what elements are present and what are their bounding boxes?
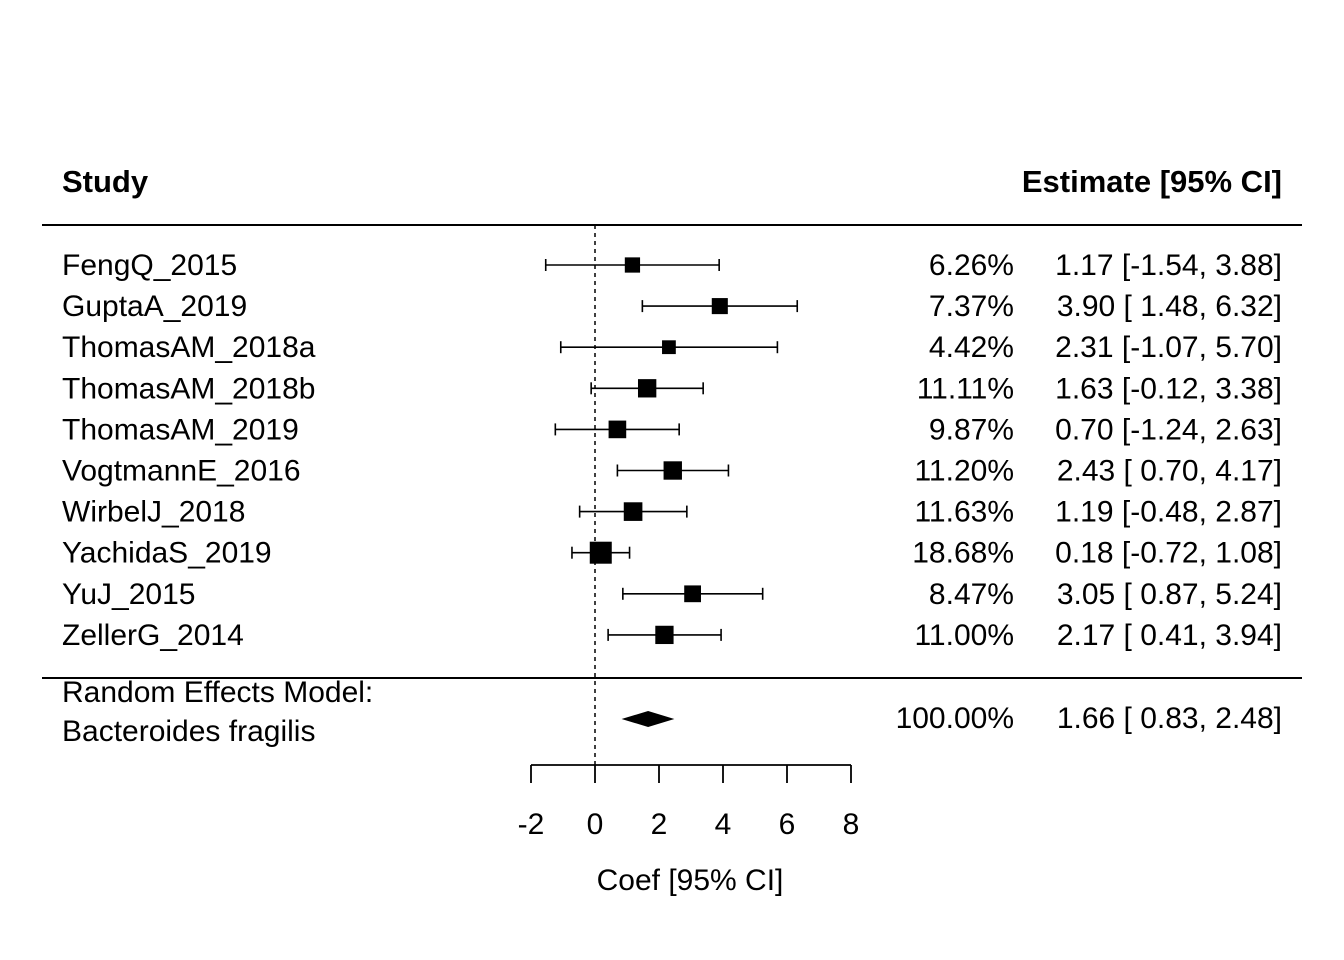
study-estimate: 0.70 [-1.24, 2.63] <box>1055 413 1282 446</box>
study-weight: 4.42% <box>929 331 1014 364</box>
x-axis-label: Coef [95% CI] <box>597 864 784 897</box>
study-weight: 11.20% <box>914 455 1014 488</box>
study-row: ThomasAM_2018b 11.11% 1.63 [-0.12, 3.38] <box>62 372 1282 405</box>
tick-label: 8 <box>843 808 860 841</box>
tick-label: 0 <box>587 808 604 841</box>
study-estimate: 0.18 [-0.72, 1.08] <box>1055 537 1282 570</box>
study-name: ThomasAM_2019 <box>62 413 299 446</box>
study-name: FengQ_2015 <box>62 249 237 282</box>
tick-label: 6 <box>779 808 796 841</box>
study-weight: 7.37% <box>929 290 1014 323</box>
study-row: YuJ_2015 8.47% 3.05 [ 0.87, 5.24] <box>62 578 1282 611</box>
study-name: VogtmannE_2016 <box>62 455 301 488</box>
point-estimate <box>663 461 682 480</box>
summary-row: Random Effects Model: Bacteroides fragil… <box>62 676 1282 748</box>
summary-diamond <box>621 711 675 727</box>
study-name: GuptaA_2019 <box>62 290 247 323</box>
point-estimate <box>589 541 612 564</box>
point-estimate <box>623 502 643 521</box>
study-row: GuptaA_2019 7.37% 3.90 [ 1.48, 6.32] <box>62 290 1282 323</box>
study-weight: 18.68% <box>912 537 1014 570</box>
study-name: WirbelJ_2018 <box>62 496 245 529</box>
point-estimate <box>637 379 657 398</box>
summary-weight: 100.00% <box>896 702 1014 735</box>
study-weight: 8.47% <box>929 578 1014 611</box>
point-estimate <box>624 257 641 273</box>
study-rows: FengQ_2015 6.26% 1.17 [-1.54, 3.88] GuptaA_… <box>62 249 1282 652</box>
study-estimate: 1.17 [-1.54, 3.88] <box>1055 249 1282 282</box>
study-row: VogtmannE_2016 11.20% 2.43 [ 0.70, 4.17] <box>62 455 1282 488</box>
point-estimate <box>711 298 728 315</box>
study-estimate: 1.63 [-0.12, 3.38] <box>1055 372 1282 405</box>
study-row: ThomasAM_2019 9.87% 0.70 [-1.24, 2.63] <box>62 413 1282 446</box>
tick-label: 2 <box>651 808 668 841</box>
study-estimate: 2.17 [ 0.41, 3.94] <box>1057 619 1282 652</box>
point-estimate <box>662 340 676 355</box>
study-estimate: 2.31 [-1.07, 5.70] <box>1055 331 1282 364</box>
summary-label-line2: Bacteroides fragilis <box>62 715 315 748</box>
header-estimate: Estimate [95% CI] <box>1022 164 1282 199</box>
study-estimate: 1.19 [-0.48, 2.87] <box>1055 496 1282 529</box>
study-name: ZellerG_2014 <box>62 619 244 652</box>
study-name: YachidaS_2019 <box>62 537 272 570</box>
study-estimate: 2.43 [ 0.70, 4.17] <box>1057 455 1282 488</box>
summary-label-line1: Random Effects Model: <box>62 676 373 709</box>
study-weight: 11.00% <box>914 619 1014 652</box>
tick-label: -2 <box>518 808 545 841</box>
study-weight: 6.26% <box>929 249 1014 282</box>
study-estimate: 3.05 [ 0.87, 5.24] <box>1057 578 1282 611</box>
study-row: FengQ_2015 6.26% 1.17 [-1.54, 3.88] <box>62 249 1282 282</box>
x-axis: -2 0 2 4 6 8 <box>518 764 860 841</box>
study-weight: 11.11% <box>917 372 1014 405</box>
point-estimate <box>608 420 627 439</box>
study-name: ThomasAM_2018a <box>62 331 316 364</box>
study-row: WirbelJ_2018 11.63% 1.19 [-0.48, 2.87] <box>62 496 1282 529</box>
study-name: YuJ_2015 <box>62 578 195 611</box>
study-row: ZellerG_2014 11.00% 2.17 [ 0.41, 3.94] <box>62 619 1282 652</box>
study-row: YachidaS_2019 18.68% 0.18 [-0.72, 1.08] <box>62 537 1282 570</box>
tick-label: 4 <box>715 808 732 841</box>
study-name: ThomasAM_2018b <box>62 372 315 405</box>
header-study: Study <box>62 164 149 199</box>
point-estimate <box>655 625 674 645</box>
point-estimate <box>684 585 701 603</box>
summary-estimate: 1.66 [ 0.83, 2.48] <box>1057 702 1282 735</box>
study-estimate: 3.90 [ 1.48, 6.32] <box>1057 290 1282 323</box>
study-row: ThomasAM_2018a 4.42% 2.31 [-1.07, 5.70] <box>62 331 1282 364</box>
study-weight: 9.87% <box>929 413 1014 446</box>
study-weight: 11.63% <box>914 496 1014 529</box>
